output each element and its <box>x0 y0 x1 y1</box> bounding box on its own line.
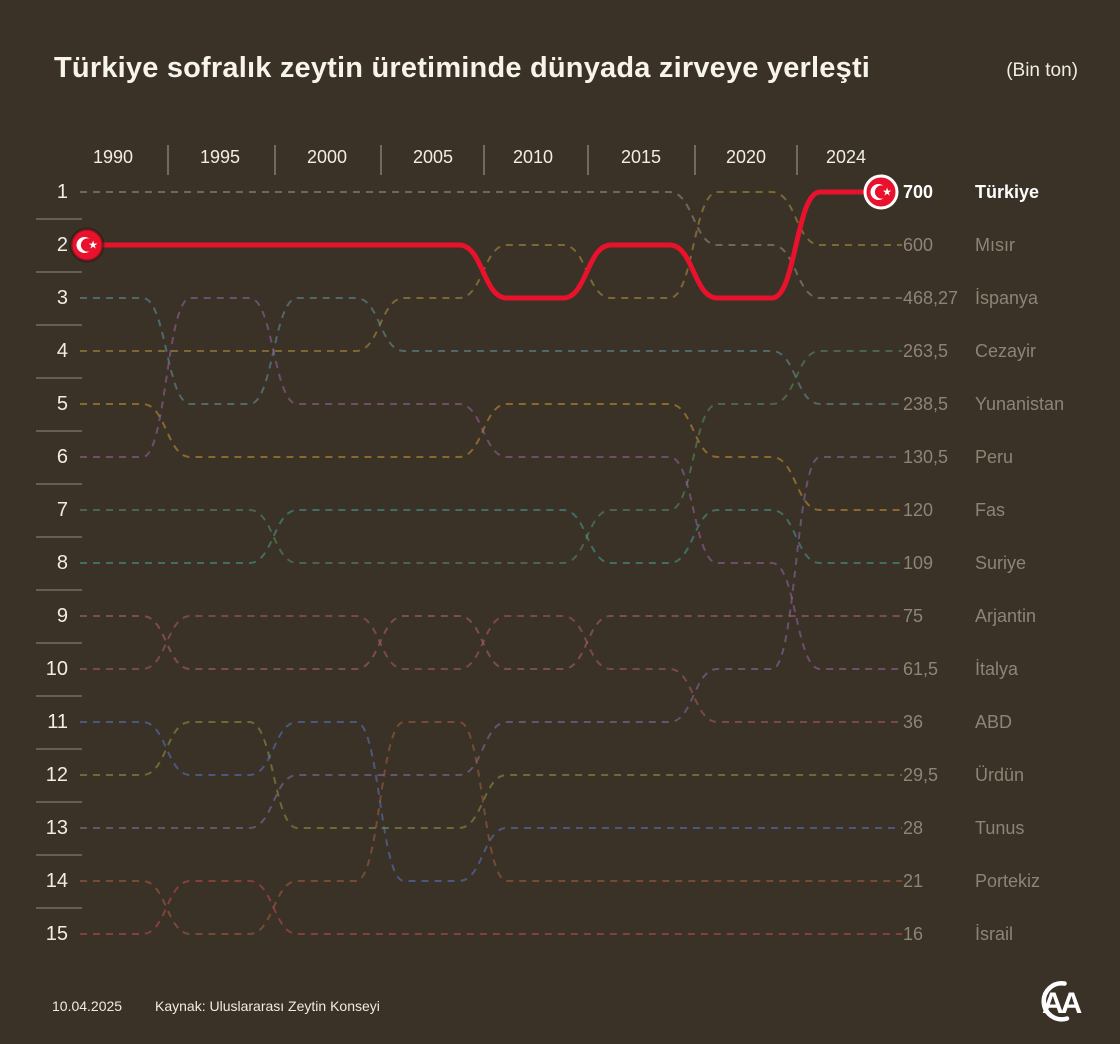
country-label-İsrail: İsrail <box>975 924 1014 944</box>
year-separator <box>166 145 169 175</box>
rank-label-6: 6 <box>56 446 68 468</box>
country-label-Tunus: Tunus <box>975 818 1025 838</box>
year-separator <box>273 145 276 175</box>
value-label-Suriye: 109 <box>903 553 934 573</box>
rank-label-13: 13 <box>45 817 68 839</box>
rank-label-5: 5 <box>56 393 68 415</box>
value-label-ABD: 36 <box>903 712 924 732</box>
year-label-2010: 2010 <box>512 147 554 167</box>
rank-label-12: 12 <box>45 764 68 786</box>
value-label-Portekiz: 21 <box>903 871 924 891</box>
rank-separator <box>36 430 82 432</box>
value-label-İspanya: 468,27 <box>903 288 959 308</box>
rank-label-7: 7 <box>56 499 68 521</box>
country-label-Peru: Peru <box>975 447 1014 467</box>
svg-text:★: ★ <box>882 186 892 199</box>
unit-label: (Bin ton) <box>1006 60 1078 81</box>
rank-label-3: 3 <box>56 287 68 309</box>
country-label-İspanya: İspanya <box>975 288 1039 308</box>
rank-separator <box>36 907 82 909</box>
series-line-İsrail <box>80 880 902 935</box>
year-label-2015: 2015 <box>620 147 662 167</box>
rank-label-4: 4 <box>56 340 68 362</box>
rank-label-15: 15 <box>45 923 68 945</box>
rank-label-1: 1 <box>56 181 68 203</box>
value-label-Yunanistan: 238,5 <box>903 394 949 414</box>
value-label-Tunus: 28 <box>903 818 924 838</box>
country-label-İtalya: İtalya <box>975 659 1019 679</box>
rank-separator <box>36 271 82 273</box>
turkey-flag-marker: ★ <box>69 227 105 263</box>
country-label-Arjantin: Arjantin <box>975 606 1037 626</box>
rank-separator <box>36 377 82 379</box>
country-label-Suriye: Suriye <box>975 553 1027 573</box>
series-line-Ürdün <box>80 721 902 829</box>
year-label-2000: 2000 <box>306 147 348 167</box>
rank-separator <box>36 748 82 750</box>
rank-separator <box>36 536 82 538</box>
year-label-1995: 1995 <box>199 147 241 167</box>
rank-separator <box>36 801 82 803</box>
country-label-Yunanistan: Yunanistan <box>975 394 1065 414</box>
rank-label-10: 10 <box>45 658 68 680</box>
value-label-Cezayir: 263,5 <box>903 341 949 361</box>
value-label-Fas: 120 <box>903 500 934 520</box>
value-label-Ürdün: 29,5 <box>903 765 939 785</box>
rank-separator <box>36 589 82 591</box>
rank-label-9: 9 <box>56 605 68 627</box>
series-line-İspanya <box>80 191 902 299</box>
year-separator <box>693 145 696 175</box>
value-label-İsrail: 16 <box>903 924 924 944</box>
series-line-ABD <box>80 615 902 723</box>
country-label-ABD: ABD <box>975 712 1013 732</box>
value-label-Peru: 130,5 <box>903 447 949 467</box>
year-label-1990: 1990 <box>92 147 134 167</box>
series-line-Türkiye <box>80 189 881 301</box>
rank-separator <box>36 218 82 220</box>
value-label-Mısır: 600 <box>903 235 934 255</box>
rank-label-14: 14 <box>45 870 68 892</box>
series-line-Suriye <box>80 509 902 564</box>
rank-separator <box>36 854 82 856</box>
year-label-2005: 2005 <box>412 147 454 167</box>
turkey-flag-marker: ★ <box>863 174 899 210</box>
value-label-Arjantin: 75 <box>903 606 924 626</box>
series-line-Arjantin <box>80 615 902 670</box>
year-separator <box>587 145 589 175</box>
rank-label-8: 8 <box>56 552 68 574</box>
rank-label-2: 2 <box>56 234 68 256</box>
series-line-Peru <box>80 456 902 829</box>
country-label-Ürdün: Ürdün <box>975 765 1025 785</box>
source-label: Kaynak: Uluslararası Zeytin Konseyi <box>155 998 380 1014</box>
rank-separator <box>36 642 82 644</box>
country-label-Cezayir: Cezayir <box>975 341 1037 361</box>
series-line-Tunus <box>80 721 902 882</box>
year-separator <box>483 145 485 175</box>
page-title: Türkiye sofralık zeytin üretiminde dünya… <box>54 52 871 84</box>
series-line-Mısır <box>80 191 902 352</box>
rank-separator <box>36 695 82 697</box>
series-line-Yunanistan <box>80 297 902 405</box>
year-label-2020: 2020 <box>725 147 767 167</box>
rank-separator <box>36 483 82 485</box>
rank-separator <box>36 324 82 326</box>
year-separator <box>796 145 798 175</box>
country-label-Mısır: Mısır <box>975 235 1015 255</box>
date-label: 10.04.2025 <box>52 998 123 1014</box>
svg-text:★: ★ <box>88 239 98 252</box>
country-label-Fas: Fas <box>975 500 1006 520</box>
svg-text:AA: AA <box>1042 987 1082 1020</box>
year-label-2024: 2024 <box>825 147 867 167</box>
aa-agency-logo: AA <box>1041 981 1085 1022</box>
series-line-Cezayir <box>80 350 902 564</box>
value-label-İtalya: 61,5 <box>903 659 939 679</box>
value-label-Türkiye: 700 <box>903 182 934 202</box>
year-separator <box>380 145 382 175</box>
series-line-Fas <box>80 403 902 511</box>
country-label-Türkiye: Türkiye <box>975 182 1040 202</box>
rank-label-11: 11 <box>47 711 68 733</box>
country-label-Portekiz: Portekiz <box>975 871 1041 891</box>
